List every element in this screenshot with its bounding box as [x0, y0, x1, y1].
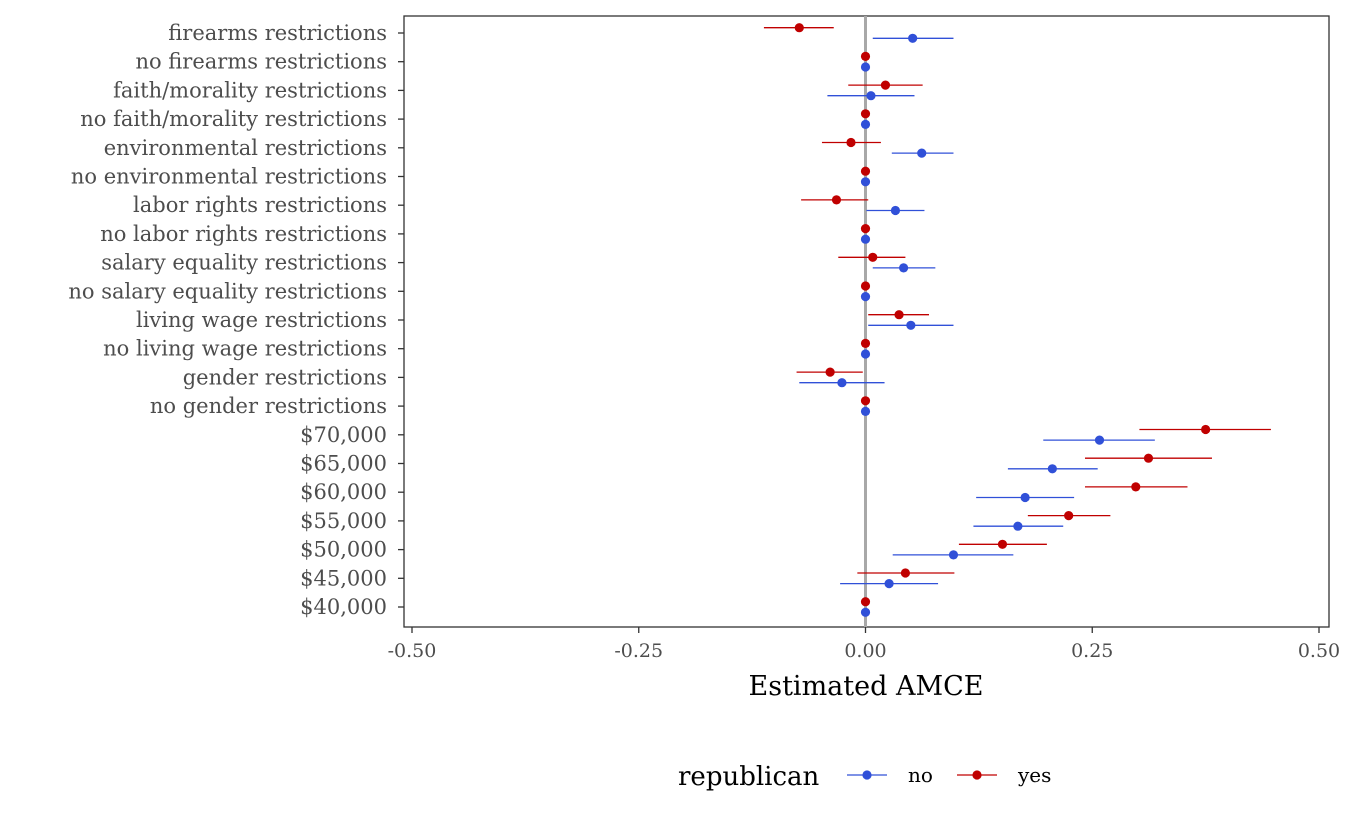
- data-point: [880, 80, 891, 90]
- data-point: [860, 281, 871, 291]
- y-axis: firearms restrictions no firearms restric…: [68, 21, 404, 619]
- legend-label: yes: [1017, 763, 1051, 787]
- x-axis-title: Estimated AMCE: [749, 671, 984, 702]
- data-point: [846, 137, 856, 148]
- data-point: [866, 91, 876, 101]
- y-tick-label: $45,000: [300, 566, 387, 590]
- x-tick-label: -0.50: [388, 640, 437, 662]
- y-tick-label: $50,000: [300, 538, 387, 562]
- data-point: [1020, 492, 1030, 503]
- data-point: [794, 23, 804, 33]
- data-point: [860, 234, 871, 244]
- series-no: [799, 33, 1155, 617]
- y-tick-label: faith/morality restrictions: [113, 78, 387, 102]
- data-point: [860, 224, 871, 234]
- data-point: [997, 539, 1008, 549]
- data-point: [860, 166, 871, 176]
- legend-title: republican: [678, 762, 820, 792]
- data-point: [860, 177, 871, 187]
- data-point: [917, 148, 927, 158]
- y-tick-label: no labor rights restrictions: [100, 222, 387, 246]
- data-point: [948, 550, 959, 560]
- y-tick-label: firearms restrictions: [168, 21, 387, 45]
- data-point: [894, 310, 904, 320]
- y-tick-label: living wage restrictions: [136, 308, 387, 332]
- x-tick-label: -0.25: [614, 640, 663, 662]
- y-tick-label: no faith/morality restrictions: [80, 107, 387, 131]
- data-point: [884, 579, 894, 589]
- x-tick-label: 0.00: [844, 640, 886, 662]
- data-point: [825, 367, 835, 377]
- legend-key-point: [972, 770, 982, 780]
- y-tick-label: $65,000: [300, 452, 387, 476]
- data-point: [860, 51, 871, 62]
- data-point: [906, 320, 916, 330]
- y-tick-label: $60,000: [300, 480, 387, 504]
- y-tick-label: labor rights restrictions: [133, 193, 387, 217]
- data-point: [860, 109, 871, 119]
- x-tick-label: 0.50: [1298, 640, 1340, 662]
- legend-label: no: [908, 763, 933, 787]
- data-point: [1143, 453, 1154, 463]
- y-tick-label: no firearms restrictions: [135, 50, 387, 74]
- data-point: [1064, 510, 1074, 521]
- y-tick-label: no salary equality restrictions: [68, 279, 387, 303]
- x-axis: -0.50 -0.25 0.00 0.25 0.50: [388, 627, 1340, 662]
- data-point: [831, 195, 842, 205]
- data-point: [860, 62, 871, 72]
- data-point: [868, 252, 878, 262]
- y-tick-label: no environmental restrictions: [71, 165, 387, 189]
- data-point: [860, 349, 871, 359]
- data-point: [860, 597, 871, 607]
- data-point: [908, 33, 918, 43]
- data-point: [1094, 435, 1105, 445]
- data-marks: [763, 23, 1271, 617]
- y-tick-label: salary equality restrictions: [101, 251, 387, 275]
- data-point: [898, 263, 909, 273]
- data-point: [1131, 482, 1141, 492]
- legend: republican no yes: [678, 762, 1051, 792]
- x-tick-label: 0.25: [1071, 640, 1113, 662]
- data-point: [890, 205, 901, 216]
- y-tick-label: $70,000: [300, 423, 387, 447]
- data-point: [860, 119, 871, 129]
- y-tick-label: gender restrictions: [183, 365, 387, 389]
- data-point: [900, 568, 911, 578]
- data-point: [860, 406, 871, 416]
- legend-entries: no yes: [847, 763, 1051, 787]
- data-point: [1201, 424, 1211, 435]
- data-point: [1013, 521, 1023, 531]
- data-point: [860, 338, 871, 348]
- y-tick-label: no living wage restrictions: [103, 337, 387, 361]
- y-tick-label: environmental restrictions: [104, 136, 387, 160]
- data-point: [860, 607, 871, 617]
- data-point: [1047, 464, 1057, 474]
- y-tick-label: $55,000: [300, 509, 387, 533]
- y-tick-label: $40,000: [300, 595, 387, 619]
- data-point: [837, 378, 847, 388]
- data-point: [860, 292, 871, 302]
- data-point: [860, 396, 871, 406]
- y-tick-label: no gender restrictions: [150, 394, 387, 418]
- legend-key-point: [862, 770, 872, 780]
- series-yes: [763, 23, 1271, 607]
